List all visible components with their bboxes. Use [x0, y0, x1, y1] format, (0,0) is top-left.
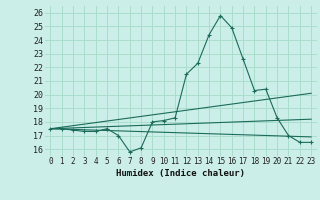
X-axis label: Humidex (Indice chaleur): Humidex (Indice chaleur): [116, 169, 245, 178]
